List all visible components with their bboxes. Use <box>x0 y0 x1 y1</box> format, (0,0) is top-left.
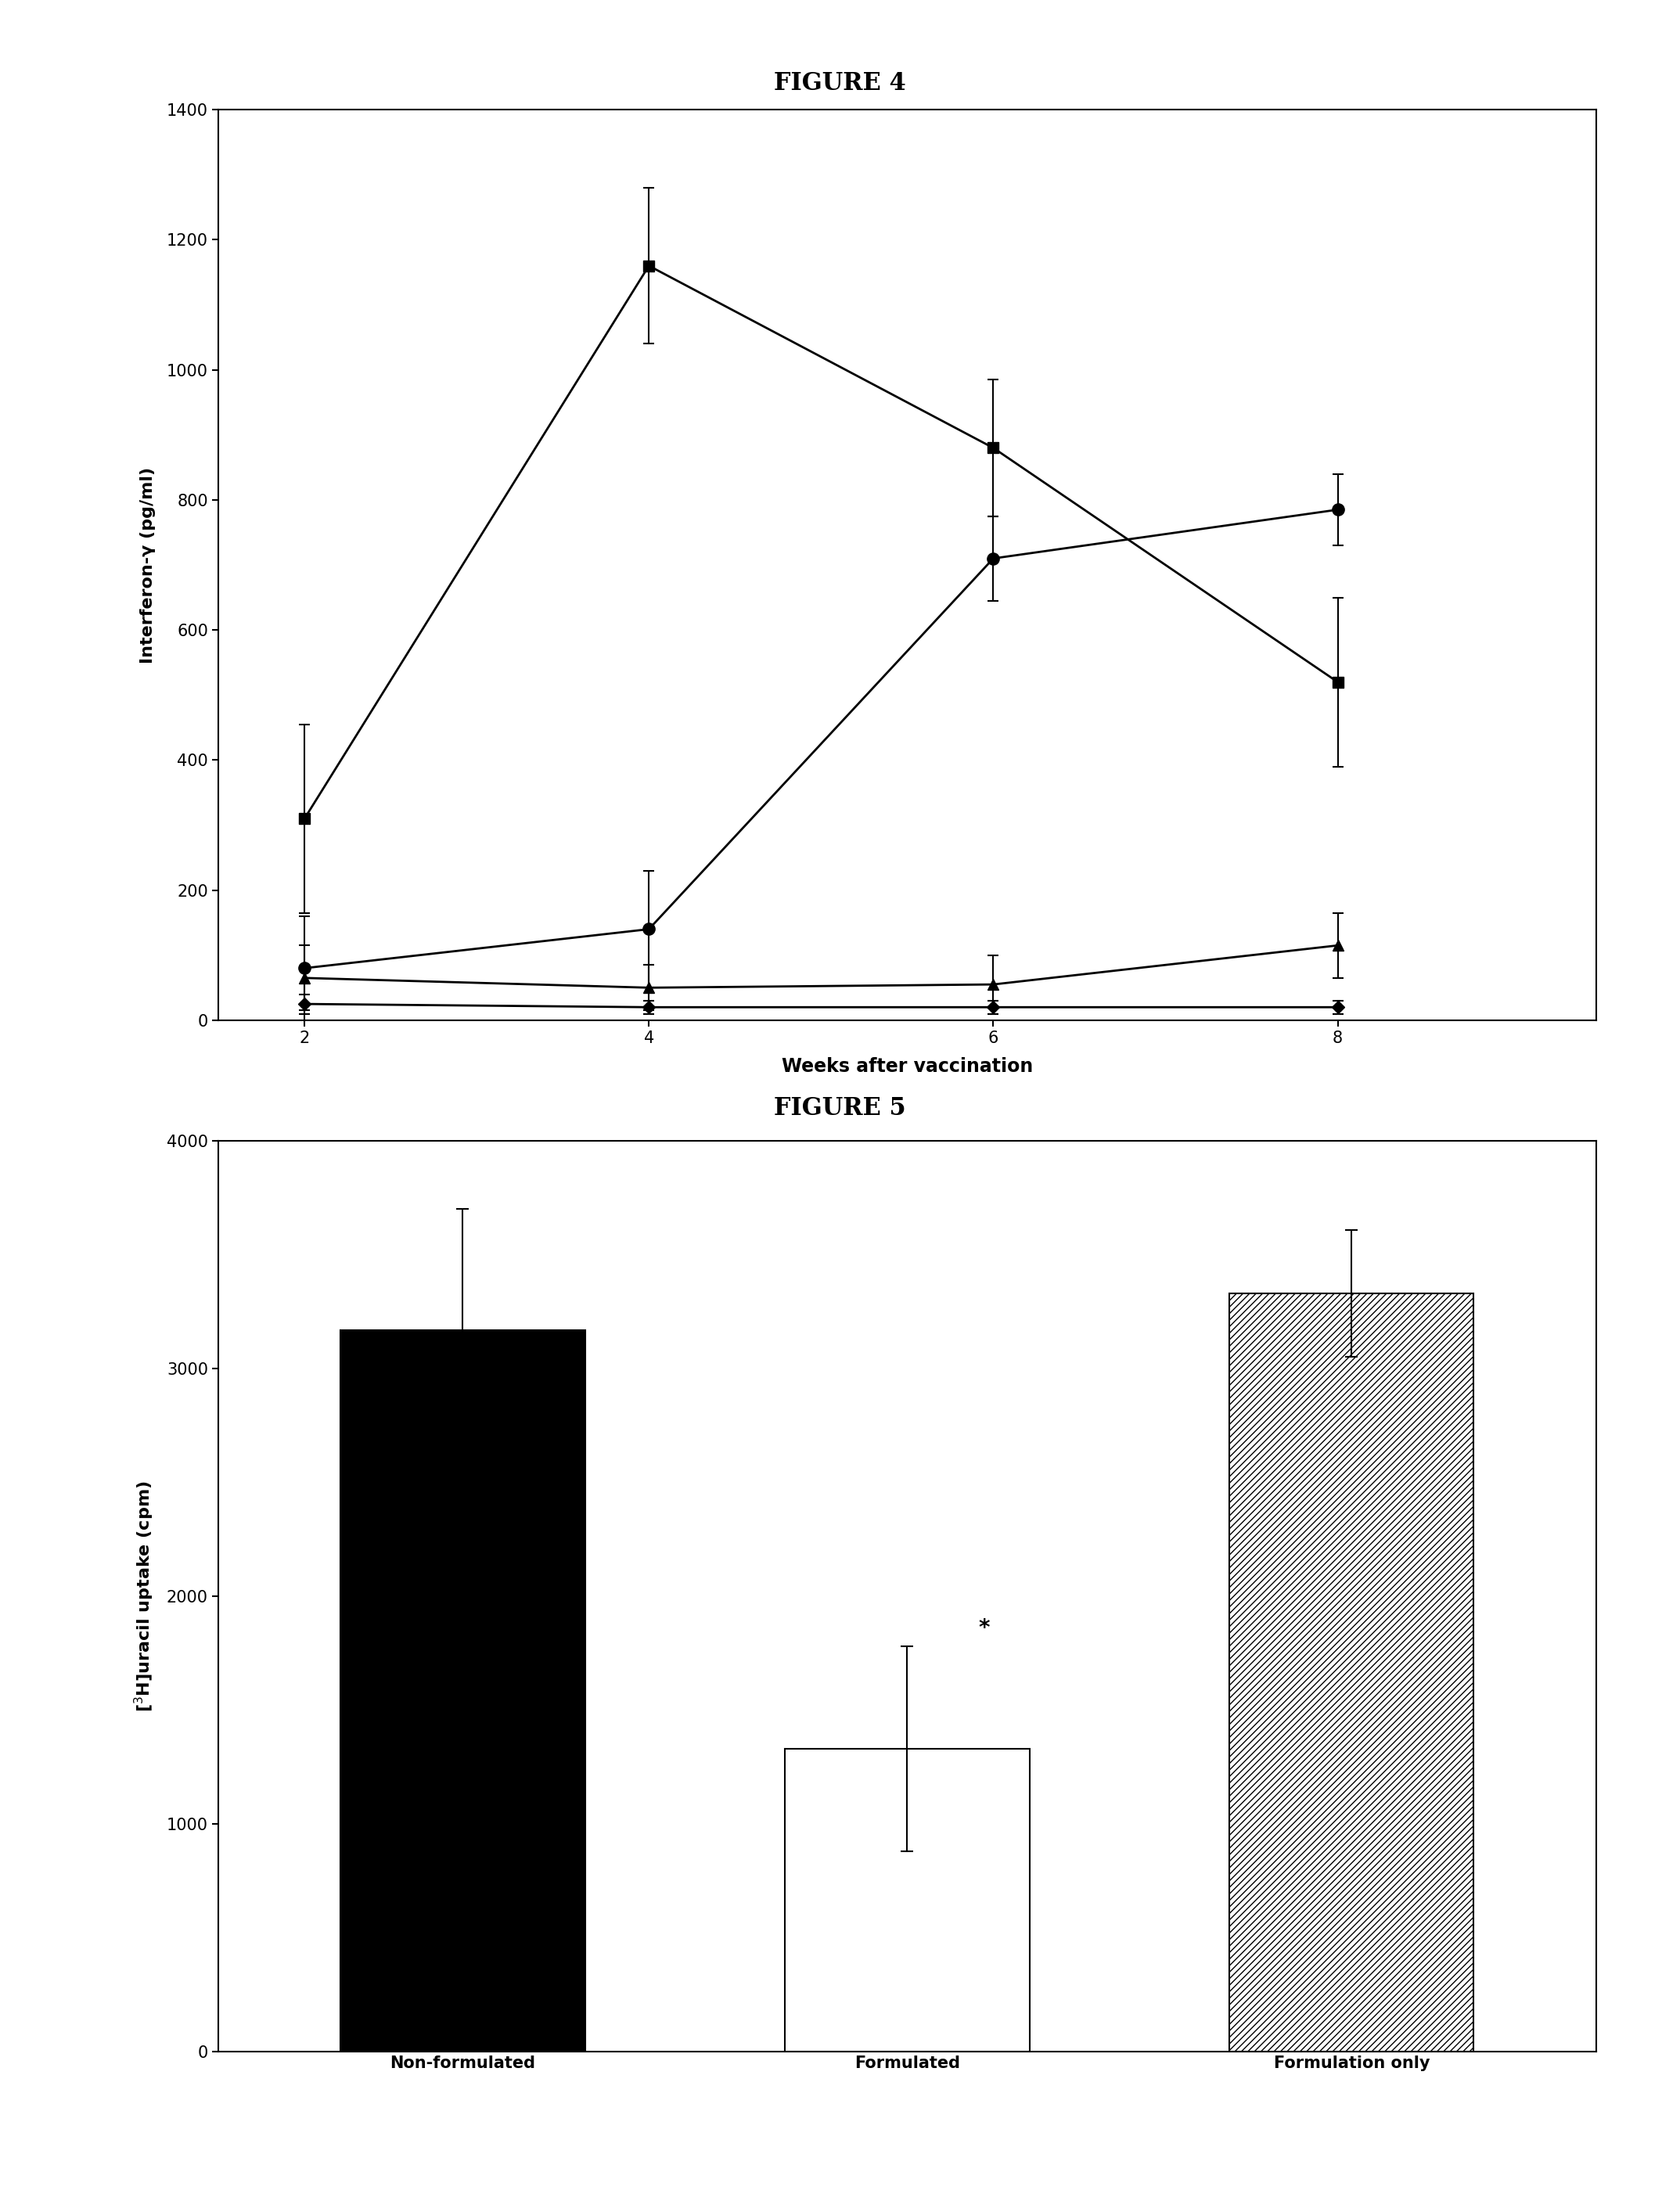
Bar <box>341 1330 585 2051</box>
X-axis label: Weeks after vaccination: Weeks after vaccination <box>781 1058 1033 1075</box>
Text: FIGURE 5: FIGURE 5 <box>774 1095 906 1121</box>
Y-axis label: [$^{3}$H]uracil uptake (cpm): [$^{3}$H]uracil uptake (cpm) <box>133 1481 156 1711</box>
Y-axis label: Interferon-γ (pg/ml): Interferon-γ (pg/ml) <box>139 467 156 663</box>
Text: FIGURE 4: FIGURE 4 <box>774 70 906 97</box>
Text: *: * <box>978 1617 990 1639</box>
Bar <box>1230 1294 1473 2051</box>
Bar <box>785 1749 1030 2051</box>
